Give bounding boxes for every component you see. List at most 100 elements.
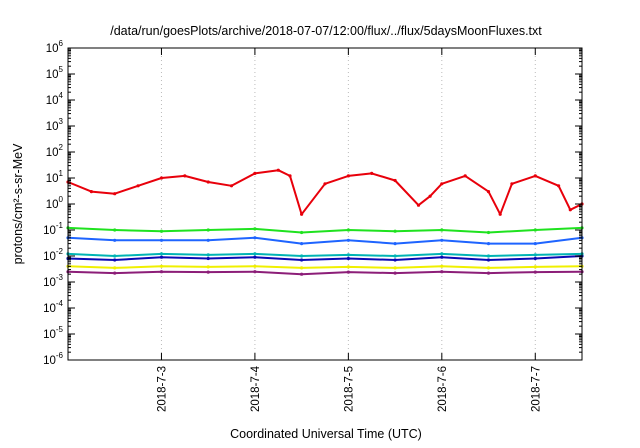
data-point xyxy=(440,228,444,232)
y-tick-label: 10-4 xyxy=(43,299,63,315)
data-point xyxy=(300,272,304,276)
x-tick-label: 2018-7-6 xyxy=(437,366,449,412)
data-point xyxy=(486,230,491,235)
y-tick-label: 101 xyxy=(46,169,64,185)
y-tick-label: 10-1 xyxy=(43,221,63,237)
chart-title: /data/run/goesPlots/archive/2018-07-07/1… xyxy=(110,24,542,38)
data-point xyxy=(533,228,537,232)
x-tick-label: 2018-7-3 xyxy=(156,366,168,412)
data-point xyxy=(533,270,537,274)
data-point xyxy=(440,182,444,186)
data-point xyxy=(428,194,432,198)
data-point xyxy=(557,184,561,188)
grid xyxy=(160,48,536,360)
data-point xyxy=(113,238,117,242)
y-tick-label: 105 xyxy=(46,65,64,81)
data-point xyxy=(183,174,187,178)
y-tick-label: 100 xyxy=(46,195,64,211)
data-point xyxy=(300,258,304,262)
data-point xyxy=(486,271,491,275)
series-line xyxy=(67,270,583,276)
series-layer xyxy=(66,168,584,276)
data-point xyxy=(113,258,117,262)
data-point xyxy=(463,174,467,178)
data-point xyxy=(300,254,304,258)
data-point xyxy=(346,228,350,232)
data-point xyxy=(323,182,327,186)
data-point xyxy=(159,264,164,268)
data-point xyxy=(206,180,210,184)
data-point xyxy=(253,255,257,259)
data-point xyxy=(89,190,93,194)
series-line xyxy=(67,252,583,257)
x-axis-title: Coordinated Universal Time (UTC) xyxy=(230,427,422,441)
data-point xyxy=(533,253,537,257)
data-point xyxy=(288,174,292,178)
data-point xyxy=(346,253,350,257)
x-axis: 2018-7-3 2018-7-4 2018-7-5 2018-7-6 2018-7-7 xyxy=(156,48,542,412)
data-point xyxy=(206,238,210,242)
y-tick-label: 10-3 xyxy=(43,273,63,289)
data-point xyxy=(486,266,491,270)
data-point xyxy=(253,171,257,175)
series-2 xyxy=(66,236,584,246)
x-tick-label: 2018-7-4 xyxy=(250,365,262,412)
data-point xyxy=(486,242,491,246)
series-6 xyxy=(66,270,584,276)
data-point xyxy=(206,228,210,232)
data-point xyxy=(253,264,257,268)
data-point xyxy=(113,254,117,258)
series-3 xyxy=(66,252,584,258)
data-point xyxy=(159,176,164,180)
data-point xyxy=(416,203,421,207)
data-point xyxy=(393,254,397,258)
data-point xyxy=(533,174,537,178)
data-point xyxy=(159,238,164,242)
data-point xyxy=(486,254,491,258)
data-point xyxy=(159,270,164,274)
data-point xyxy=(206,253,210,257)
data-point xyxy=(113,266,117,270)
data-point xyxy=(440,264,444,268)
y-tick-label: 103 xyxy=(46,117,64,133)
data-point xyxy=(206,270,210,274)
y-tick-label: 106 xyxy=(46,39,64,55)
data-point xyxy=(440,252,444,256)
data-point xyxy=(533,265,537,269)
y-tick-label: 10-2 xyxy=(43,247,63,263)
data-point xyxy=(300,230,304,235)
data-point xyxy=(370,171,374,175)
data-point xyxy=(393,242,397,246)
series-line xyxy=(67,169,583,216)
series-line xyxy=(67,255,583,261)
data-point xyxy=(346,256,350,261)
data-point xyxy=(346,174,350,178)
data-point xyxy=(113,192,117,196)
y-tick-label: 102 xyxy=(46,143,64,159)
data-point xyxy=(486,190,491,194)
data-point xyxy=(393,178,397,183)
data-point xyxy=(206,265,210,269)
data-point xyxy=(253,252,257,256)
y-tick-label: 10-5 xyxy=(43,325,63,341)
data-point xyxy=(393,229,397,233)
data-point xyxy=(159,229,164,233)
data-point xyxy=(159,252,164,256)
series-line xyxy=(67,226,583,234)
y-axis: 106 105 104 103 102 101 100 10-1 10-2 10-3 10-4 10-… xyxy=(43,39,582,367)
data-point xyxy=(393,266,397,270)
y-axis-title: protons/cm²-s-sr-MeV xyxy=(11,143,25,265)
data-point xyxy=(276,168,280,172)
data-point xyxy=(113,271,117,275)
data-point xyxy=(300,242,304,246)
x-tick-label: 2018-7-7 xyxy=(530,366,542,412)
y-tick-label: 104 xyxy=(46,91,64,107)
data-point xyxy=(206,256,210,261)
data-point xyxy=(229,184,234,188)
data-point xyxy=(533,242,537,246)
data-point xyxy=(486,258,491,262)
data-point xyxy=(159,255,164,259)
data-point xyxy=(393,258,397,262)
data-point xyxy=(300,266,304,270)
data-point xyxy=(113,228,117,232)
